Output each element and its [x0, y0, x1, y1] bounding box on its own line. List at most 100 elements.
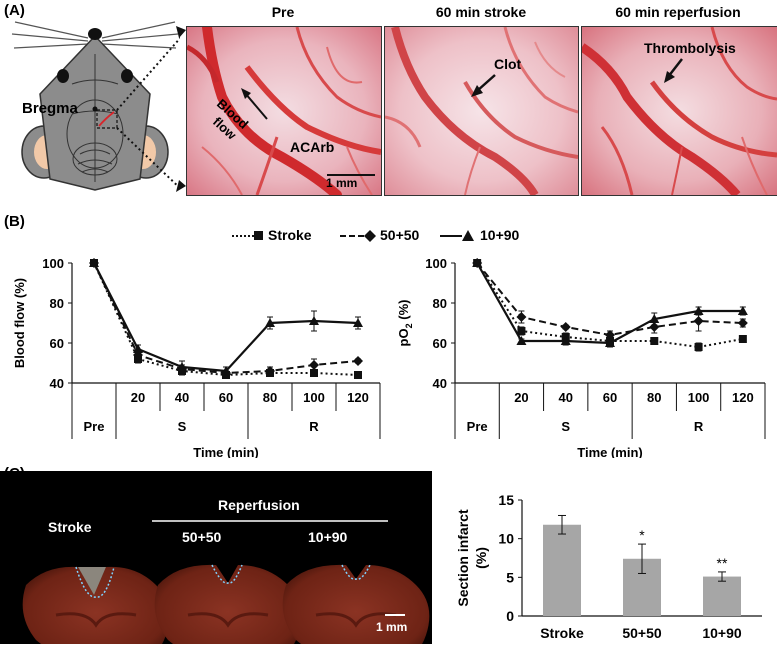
x-tick-label: 100: [688, 390, 710, 405]
series-line: [476, 262, 743, 337]
acarb-label: ACArb: [290, 139, 335, 155]
y-tick-label: 5: [506, 569, 514, 585]
x-axis-label: Time (min): [193, 445, 259, 458]
data-point: [649, 314, 660, 323]
brain-50-50-label: 50+50: [182, 529, 222, 545]
data-point: [221, 366, 231, 375]
group-label-s: S: [561, 419, 570, 434]
x-tick-label: 40: [175, 390, 189, 405]
y-axis-label-unit: (%): [473, 547, 489, 569]
x-tick-label: 100: [303, 390, 325, 405]
y-axis-label: Section infarct: [455, 509, 471, 607]
photo-title-pre: Pre: [271, 4, 295, 20]
group-label-pre: Pre: [467, 419, 488, 434]
x-tick-label: 120: [347, 390, 369, 405]
y-tick-label: 40: [433, 376, 447, 391]
brain-sections-photo: [0, 471, 432, 649]
data-point: [309, 360, 319, 370]
bar: [543, 524, 581, 616]
data-point: [605, 330, 615, 340]
photo-reperfusion: [581, 26, 777, 196]
y-tick-label: 0: [506, 608, 514, 624]
x-tick-label: 80: [647, 390, 661, 405]
y-tick-label: 10: [498, 531, 514, 547]
reperfusion-label: Reperfusion: [218, 497, 300, 513]
data-point: [309, 316, 319, 325]
data-point: [265, 366, 275, 376]
x-axis-label: Time (min): [577, 445, 643, 458]
data-point: [693, 316, 704, 326]
mouse-head-schematic: [11, 21, 180, 191]
x-tick-label: 120: [732, 390, 754, 405]
significance-label: *: [639, 527, 645, 543]
data-point: [560, 336, 571, 345]
data-point: [516, 312, 527, 322]
x-tick-label: 60: [603, 390, 617, 405]
data-point: [354, 371, 362, 379]
y-tick-label: 15: [498, 492, 514, 508]
series-line: [93, 262, 359, 375]
x-tick-label: 10+90: [702, 625, 742, 641]
x-tick-label: 20: [514, 390, 528, 405]
data-point: [133, 344, 143, 353]
y-axis-label: Blood flow (%): [12, 278, 27, 368]
data-point: [737, 306, 748, 315]
data-point: [310, 369, 318, 377]
panel-a-label: (A): [4, 2, 25, 19]
bregma-label: Bregma: [22, 100, 78, 117]
data-point: [650, 337, 659, 345]
photo-stroke: [384, 26, 579, 196]
data-point: [472, 258, 483, 267]
series-line: [93, 262, 359, 377]
data-point: [517, 327, 526, 335]
data-point: [605, 338, 615, 347]
y-axis-label-rest: (%): [396, 300, 411, 324]
group-label-pre: Pre: [84, 419, 105, 434]
x-tick-label: 40: [558, 390, 572, 405]
data-point: [353, 356, 363, 366]
data-point: [693, 306, 704, 315]
y-axis-label: pO2 (%): [396, 300, 414, 347]
legend-markers: [232, 230, 474, 242]
significance-label: **: [717, 555, 728, 571]
y-tick-label: 100: [42, 256, 64, 271]
brain-stroke-label: Stroke: [48, 519, 92, 535]
x-tick-label: 20: [131, 390, 145, 405]
x-tick-label: 60: [219, 390, 233, 405]
y-tick-label: 100: [425, 256, 447, 271]
legend-10-90: 10+90: [480, 227, 520, 243]
data-point: [177, 362, 187, 371]
legend-stroke: Stroke: [268, 227, 312, 243]
group-label-r: R: [309, 419, 319, 434]
group-label-s: S: [178, 419, 187, 434]
data-point: [516, 336, 527, 345]
panel-b-label: (B): [4, 213, 25, 230]
x-tick-label: 50+50: [622, 625, 662, 641]
photo-pre: [186, 26, 382, 196]
data-point: [89, 258, 99, 267]
clot-label: Clot: [494, 56, 522, 72]
photo-title-stroke: 60 min stroke: [435, 4, 527, 20]
brain-10-90-label: 10+90: [308, 529, 348, 545]
bar: [703, 576, 741, 616]
po2-chart: 40 60 80 100 pO2 (%) 20 40 60 80 100 120 Pre S R Time …: [396, 256, 766, 458]
y-tick-label: 80: [433, 296, 447, 311]
y-tick-label: 40: [50, 376, 64, 391]
thrombolysis-label: Thrombolysis: [644, 40, 736, 56]
y-tick-label: 60: [433, 336, 447, 351]
blood-flow-chart: 40 60 80 100 Blood flow (%) 20 40 60 80 100 120 Pre…: [12, 256, 381, 458]
x-tick-label: 80: [263, 390, 277, 405]
scale-bar-label-c: 1 mm: [376, 620, 408, 634]
y-tick-label: 60: [50, 336, 64, 351]
data-point: [560, 322, 571, 332]
legend-50-50: 50+50: [380, 227, 420, 243]
section-infarct-chart: 0 5 10 15 Section infarct (%) Stroke * 50+50 ** 10…: [455, 492, 762, 641]
projection-arrowheads: [176, 26, 186, 192]
y-axis-label-sub: 2: [404, 323, 414, 328]
scale-bar-label-a: 1 mm: [326, 176, 358, 190]
x-tick-label: Stroke: [540, 625, 584, 641]
data-point: [694, 343, 703, 351]
data-point: [265, 318, 275, 327]
photo-title-reperfusion: 60 min reperfusion: [615, 4, 741, 20]
data-point: [737, 318, 748, 328]
